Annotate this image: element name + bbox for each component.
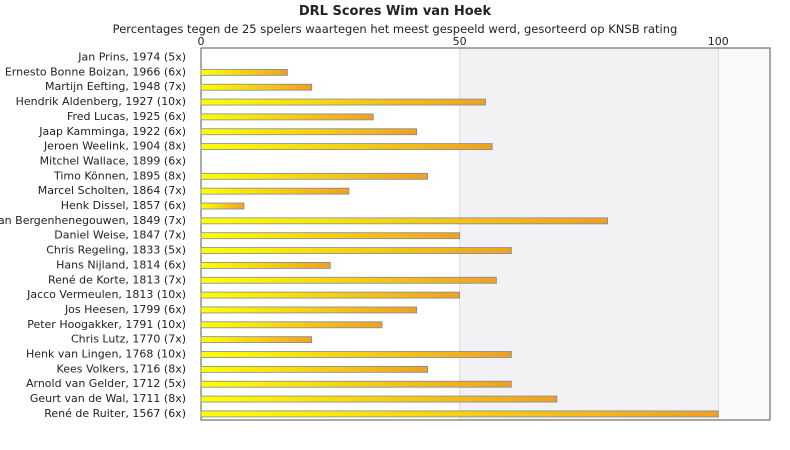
category-label: Chris Lutz, 1770 (7x) bbox=[71, 333, 186, 346]
category-label: Jaap Kamminga, 1922 (6x) bbox=[38, 125, 186, 138]
category-label: Geurt van de Wal, 1711 (8x) bbox=[30, 392, 186, 405]
bar bbox=[200, 351, 512, 358]
bar bbox=[200, 247, 512, 254]
x-tick-label: 0 bbox=[198, 35, 205, 48]
category-label: Chris Regeling, 1833 (5x) bbox=[46, 244, 186, 257]
category-label: Timo Können, 1895 (8x) bbox=[53, 169, 186, 182]
category-label: René de Ruiter, 1567 (6x) bbox=[44, 407, 186, 420]
category-label: Henk Dissel, 1857 (6x) bbox=[61, 199, 186, 212]
category-label: René de Korte, 1813 (7x) bbox=[48, 273, 186, 286]
category-label: Henk van Lingen, 1768 (10x) bbox=[26, 348, 186, 361]
bar bbox=[200, 336, 313, 344]
bar bbox=[200, 217, 608, 225]
bar bbox=[200, 187, 350, 195]
chart-subtitle: Percentages tegen de 25 spelers waartege… bbox=[112, 22, 678, 36]
category-label: Arnold van Gelder, 1712 (5x) bbox=[26, 377, 186, 390]
bar bbox=[200, 128, 418, 136]
category-label: Mitchel Wallace, 1899 (6x) bbox=[40, 154, 186, 167]
x-tick-label: 100 bbox=[708, 35, 729, 48]
background-band bbox=[718, 48, 770, 420]
category-label: Peter Hoogakker, 1791 (10x) bbox=[27, 318, 186, 331]
bar bbox=[200, 83, 313, 91]
bar bbox=[200, 306, 418, 314]
bar bbox=[200, 365, 428, 373]
x-tick-label: 50 bbox=[453, 35, 467, 48]
category-label: Jacco Vermeulen, 1813 (10x) bbox=[26, 288, 186, 301]
background-band bbox=[459, 48, 719, 420]
bar bbox=[200, 113, 374, 121]
bar bbox=[200, 202, 245, 210]
bar bbox=[200, 172, 428, 180]
bar bbox=[200, 68, 288, 76]
bar bbox=[200, 98, 486, 106]
bar bbox=[200, 143, 493, 151]
bar bbox=[200, 395, 558, 403]
category-label: Ernesto Bonne Boizan, 1966 (6x) bbox=[5, 65, 186, 78]
category-label: Jan Prins, 1974 (5x) bbox=[77, 51, 186, 64]
category-label: Hendrik Aldenberg, 1927 (10x) bbox=[16, 95, 186, 108]
bar bbox=[200, 261, 331, 269]
category-label: Fred Lucas, 1925 (6x) bbox=[67, 110, 186, 123]
category-label: Pascal van Bergenhenegouwen, 1849 (7x) bbox=[0, 214, 186, 227]
category-label: Marcel Scholten, 1864 (7x) bbox=[38, 184, 186, 197]
category-label: Daniel Weise, 1847 (7x) bbox=[54, 229, 186, 242]
category-label: Kees Volkers, 1716 (8x) bbox=[57, 362, 186, 375]
bar bbox=[200, 380, 512, 388]
chart-title: DRL Scores Wim van Hoek bbox=[298, 4, 492, 19]
bar bbox=[200, 291, 461, 299]
bar bbox=[200, 232, 461, 240]
category-label: Jeroen Weelink, 1904 (8x) bbox=[43, 140, 186, 153]
category-label: Jos Heesen, 1799 (6x) bbox=[64, 303, 186, 316]
bar bbox=[200, 276, 497, 284]
category-label: Martijn Eefting, 1948 (7x) bbox=[45, 80, 186, 93]
category-label: Hans Nijland, 1814 (6x) bbox=[56, 258, 186, 271]
bar bbox=[200, 410, 719, 418]
bar bbox=[200, 321, 383, 329]
